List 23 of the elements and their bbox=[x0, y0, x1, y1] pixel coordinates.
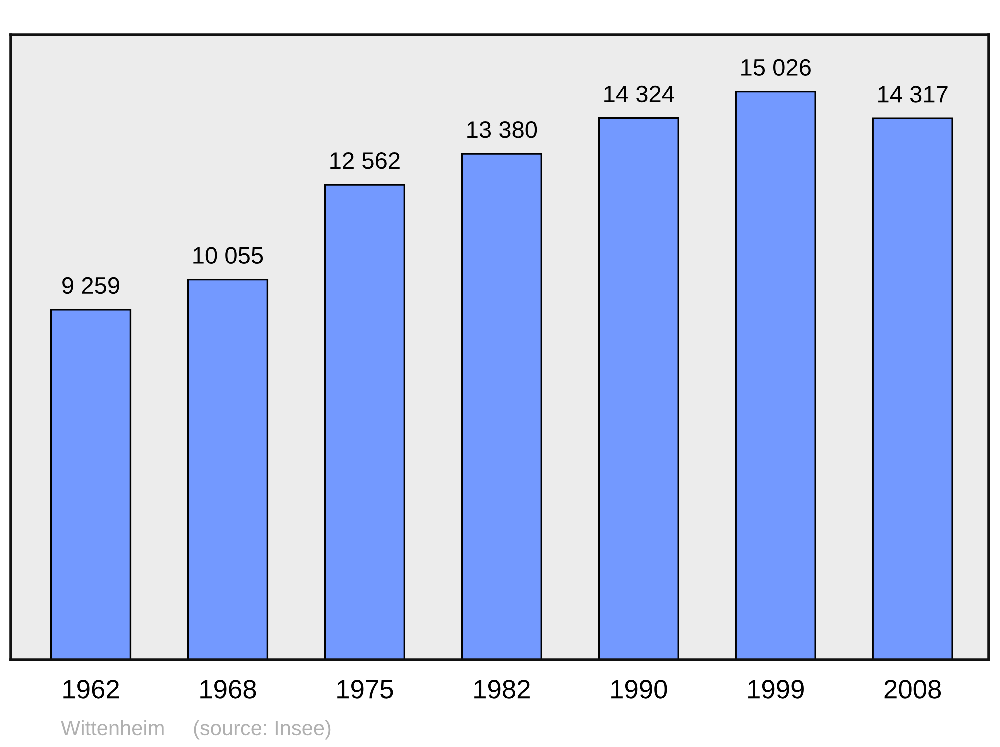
bar bbox=[461, 153, 542, 660]
x-tick-label: 1990 bbox=[612, 680, 668, 699]
x-tick-label: 2008 bbox=[884, 680, 942, 699]
x-tick-label: 1975 bbox=[338, 680, 394, 699]
x-tick-label: 1999 bbox=[748, 680, 804, 699]
x-tick-label: 1968 bbox=[200, 680, 256, 699]
bar bbox=[187, 278, 269, 660]
data-label: 14 324 bbox=[604, 86, 674, 103]
data-label: 13 380 bbox=[468, 122, 538, 138]
x-tick-label: 1982 bbox=[474, 680, 530, 699]
data-label: 9 259 bbox=[62, 277, 120, 294]
bar bbox=[872, 118, 954, 660]
bar bbox=[735, 90, 816, 660]
data-label: 14 317 bbox=[878, 86, 948, 103]
data-label: 12 562 bbox=[330, 152, 400, 170]
text: Wittenheim bbox=[61, 720, 164, 736]
bar bbox=[50, 309, 132, 660]
text: (source: Insee) bbox=[194, 720, 331, 740]
bar bbox=[598, 118, 680, 660]
bar bbox=[324, 184, 406, 660]
data-label: 10 055 bbox=[194, 247, 264, 264]
data-label: 15 026 bbox=[742, 59, 811, 76]
x-tick-label: 1962 bbox=[64, 680, 120, 699]
